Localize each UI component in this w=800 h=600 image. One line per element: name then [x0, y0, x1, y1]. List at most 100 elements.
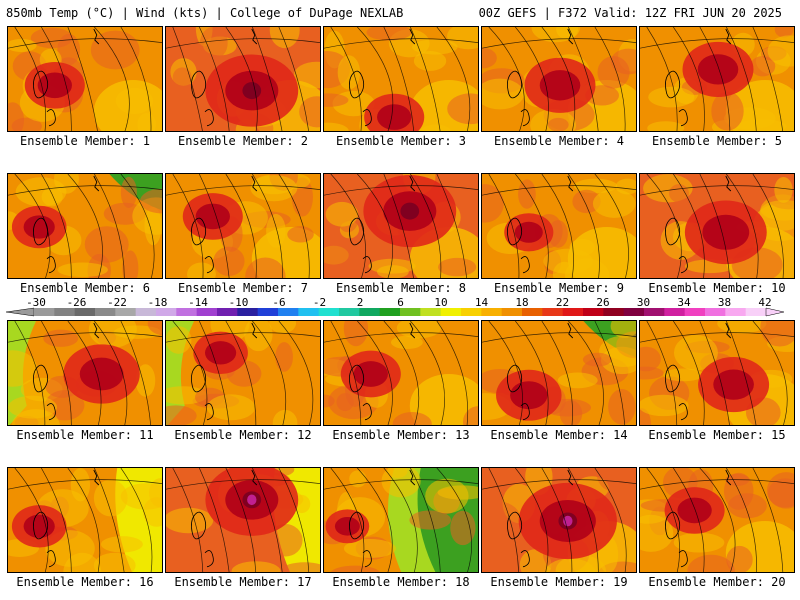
colorbar-swatch — [745, 308, 767, 316]
ensemble-member-map — [165, 26, 321, 132]
colorbar-tick-label: -14 — [188, 296, 208, 309]
colorbar-swatch — [95, 308, 116, 316]
colorbar-swatch — [644, 308, 665, 316]
ensemble-member-label: Ensemble Member: 15 — [648, 428, 786, 442]
colorbar-swatch — [135, 308, 157, 316]
temperature-field — [482, 468, 636, 572]
colorbar-swatch — [420, 308, 442, 316]
colorbar-swatch — [501, 308, 523, 316]
ensemble-member-map — [165, 320, 321, 426]
colorbar-swatch — [400, 308, 421, 316]
temperature-field — [482, 174, 636, 278]
colorbar-swatch — [298, 308, 320, 316]
colorbar-swatch — [583, 308, 604, 316]
ensemble-member-map — [639, 467, 795, 573]
colorbar-swatch — [339, 308, 360, 316]
temperature-field — [8, 468, 162, 572]
ensemble-member-label: Ensemble Member: 20 — [648, 575, 786, 589]
ensemble-member-label: Ensemble Member: 6 — [19, 281, 151, 295]
ensemble-member-label: Ensemble Member: 7 — [177, 281, 309, 295]
temperature-field — [324, 27, 478, 131]
temperature-field — [640, 321, 794, 425]
colorbar-swatch — [481, 308, 503, 316]
colorbar-tick-label: 6 — [397, 296, 404, 309]
colorbar-tick-label: 22 — [556, 296, 569, 309]
ensemble-member-map — [639, 320, 795, 426]
map-title: 850mb Temp (°C) | Wind (kts) | College o… — [6, 6, 404, 20]
ensemble-member-map — [639, 26, 795, 132]
run-valid-time: 00Z GEFS | F372 Valid: 12Z FRI JUN 20 20… — [478, 6, 782, 20]
colorbar-swatch — [278, 308, 299, 316]
temperature-field — [640, 468, 794, 572]
colorbar-tick-label: 26 — [596, 296, 609, 309]
colorbar-swatch — [440, 308, 462, 316]
colorbar-swatch — [237, 308, 259, 316]
colorbar-swatch — [74, 308, 96, 316]
ensemble-member-label: Ensemble Member: 13 — [332, 428, 470, 442]
colorbar-tick-label: -22 — [107, 296, 127, 309]
ensemble-member-map — [481, 320, 637, 426]
colorbar-swatch — [54, 308, 76, 316]
ensemble-member-map — [7, 320, 163, 426]
temperature-field — [324, 321, 478, 425]
ensemble-member-label: Ensemble Member: 12 — [174, 428, 312, 442]
ensemble-member-label: Ensemble Member: 3 — [335, 134, 467, 148]
temperature-field — [324, 468, 478, 572]
ensemble-member-label: Ensemble Member: 4 — [493, 134, 625, 148]
colorbar-high-arrow — [765, 307, 785, 317]
colorbar-tick-label: 34 — [677, 296, 691, 309]
ensemble-member-map — [165, 173, 321, 279]
colorbar-swatch — [257, 308, 279, 316]
colorbar-swatch — [542, 308, 564, 316]
colorbar-swatch — [705, 308, 726, 316]
colorbar-tick-label: -6 — [272, 296, 285, 309]
ensemble-member-label: Ensemble Member: 2 — [177, 134, 309, 148]
colorbar-tick-label: -26 — [67, 296, 87, 309]
colorbar-swatch — [156, 308, 177, 316]
temperature-field — [166, 321, 320, 425]
colorbar-swatch — [461, 308, 482, 316]
colorbar-swatch — [318, 308, 340, 316]
ensemble-member-map — [481, 467, 637, 573]
ensemble-member-label: Ensemble Member: 8 — [335, 281, 467, 295]
ensemble-member-map — [323, 26, 479, 132]
temperature-colorbar: -30 -26 -22 -18 -14 -10 -6 -2 2 6 10 14 18 22 26 30 34 38… — [5, 296, 785, 317]
ensemble-member-map — [481, 173, 637, 279]
ensemble-member-label: Ensemble Member: 11 — [16, 428, 154, 442]
colorbar-tick-label: 38 — [718, 296, 731, 309]
temperature-field — [640, 174, 794, 278]
colorbar-swatch — [115, 308, 137, 316]
ensemble-member-map — [323, 173, 479, 279]
colorbar-swatch — [623, 308, 645, 316]
colorbar-swatch — [562, 308, 584, 316]
ensemble-member-label: Ensemble Member: 9 — [493, 281, 625, 295]
colorbar-tick-label: 14 — [475, 296, 489, 309]
temperature-field — [8, 321, 162, 425]
temperature-field — [482, 321, 636, 425]
ensemble-member-map — [7, 173, 163, 279]
ensemble-member-map — [323, 320, 479, 426]
ensemble-member-label: Ensemble Member: 18 — [332, 575, 470, 589]
colorbar-swatch — [176, 308, 198, 316]
ensemble-member-label: Ensemble Member: 14 — [490, 428, 628, 442]
ensemble-member-map — [481, 26, 637, 132]
colorbar-tick-label: 10 — [434, 296, 447, 309]
ensemble-member-label: Ensemble Member: 17 — [174, 575, 312, 589]
colorbar-swatch — [725, 308, 747, 316]
ensemble-member-map — [165, 467, 321, 573]
ensemble-member-label: Ensemble Member: 1 — [19, 134, 151, 148]
colorbar-tick-label: -30 — [26, 296, 46, 309]
colorbar-tick-label: -18 — [148, 296, 168, 309]
temperature-field — [166, 174, 320, 278]
ensemble-member-label: Ensemble Member: 19 — [490, 575, 628, 589]
ensemble-member-map — [7, 26, 163, 132]
colorbar-swatch — [379, 308, 401, 316]
colorbar-swatch — [359, 308, 381, 316]
colorbar-swatch — [664, 308, 686, 316]
colorbar-tick-label: -10 — [229, 296, 249, 309]
temperature-field — [482, 27, 636, 131]
colorbar-tick-label: 2 — [357, 296, 364, 309]
colorbar-tick-label: 30 — [637, 296, 650, 309]
ensemble-member-label: Ensemble Member: 10 — [648, 281, 786, 295]
temperature-field — [8, 27, 162, 131]
